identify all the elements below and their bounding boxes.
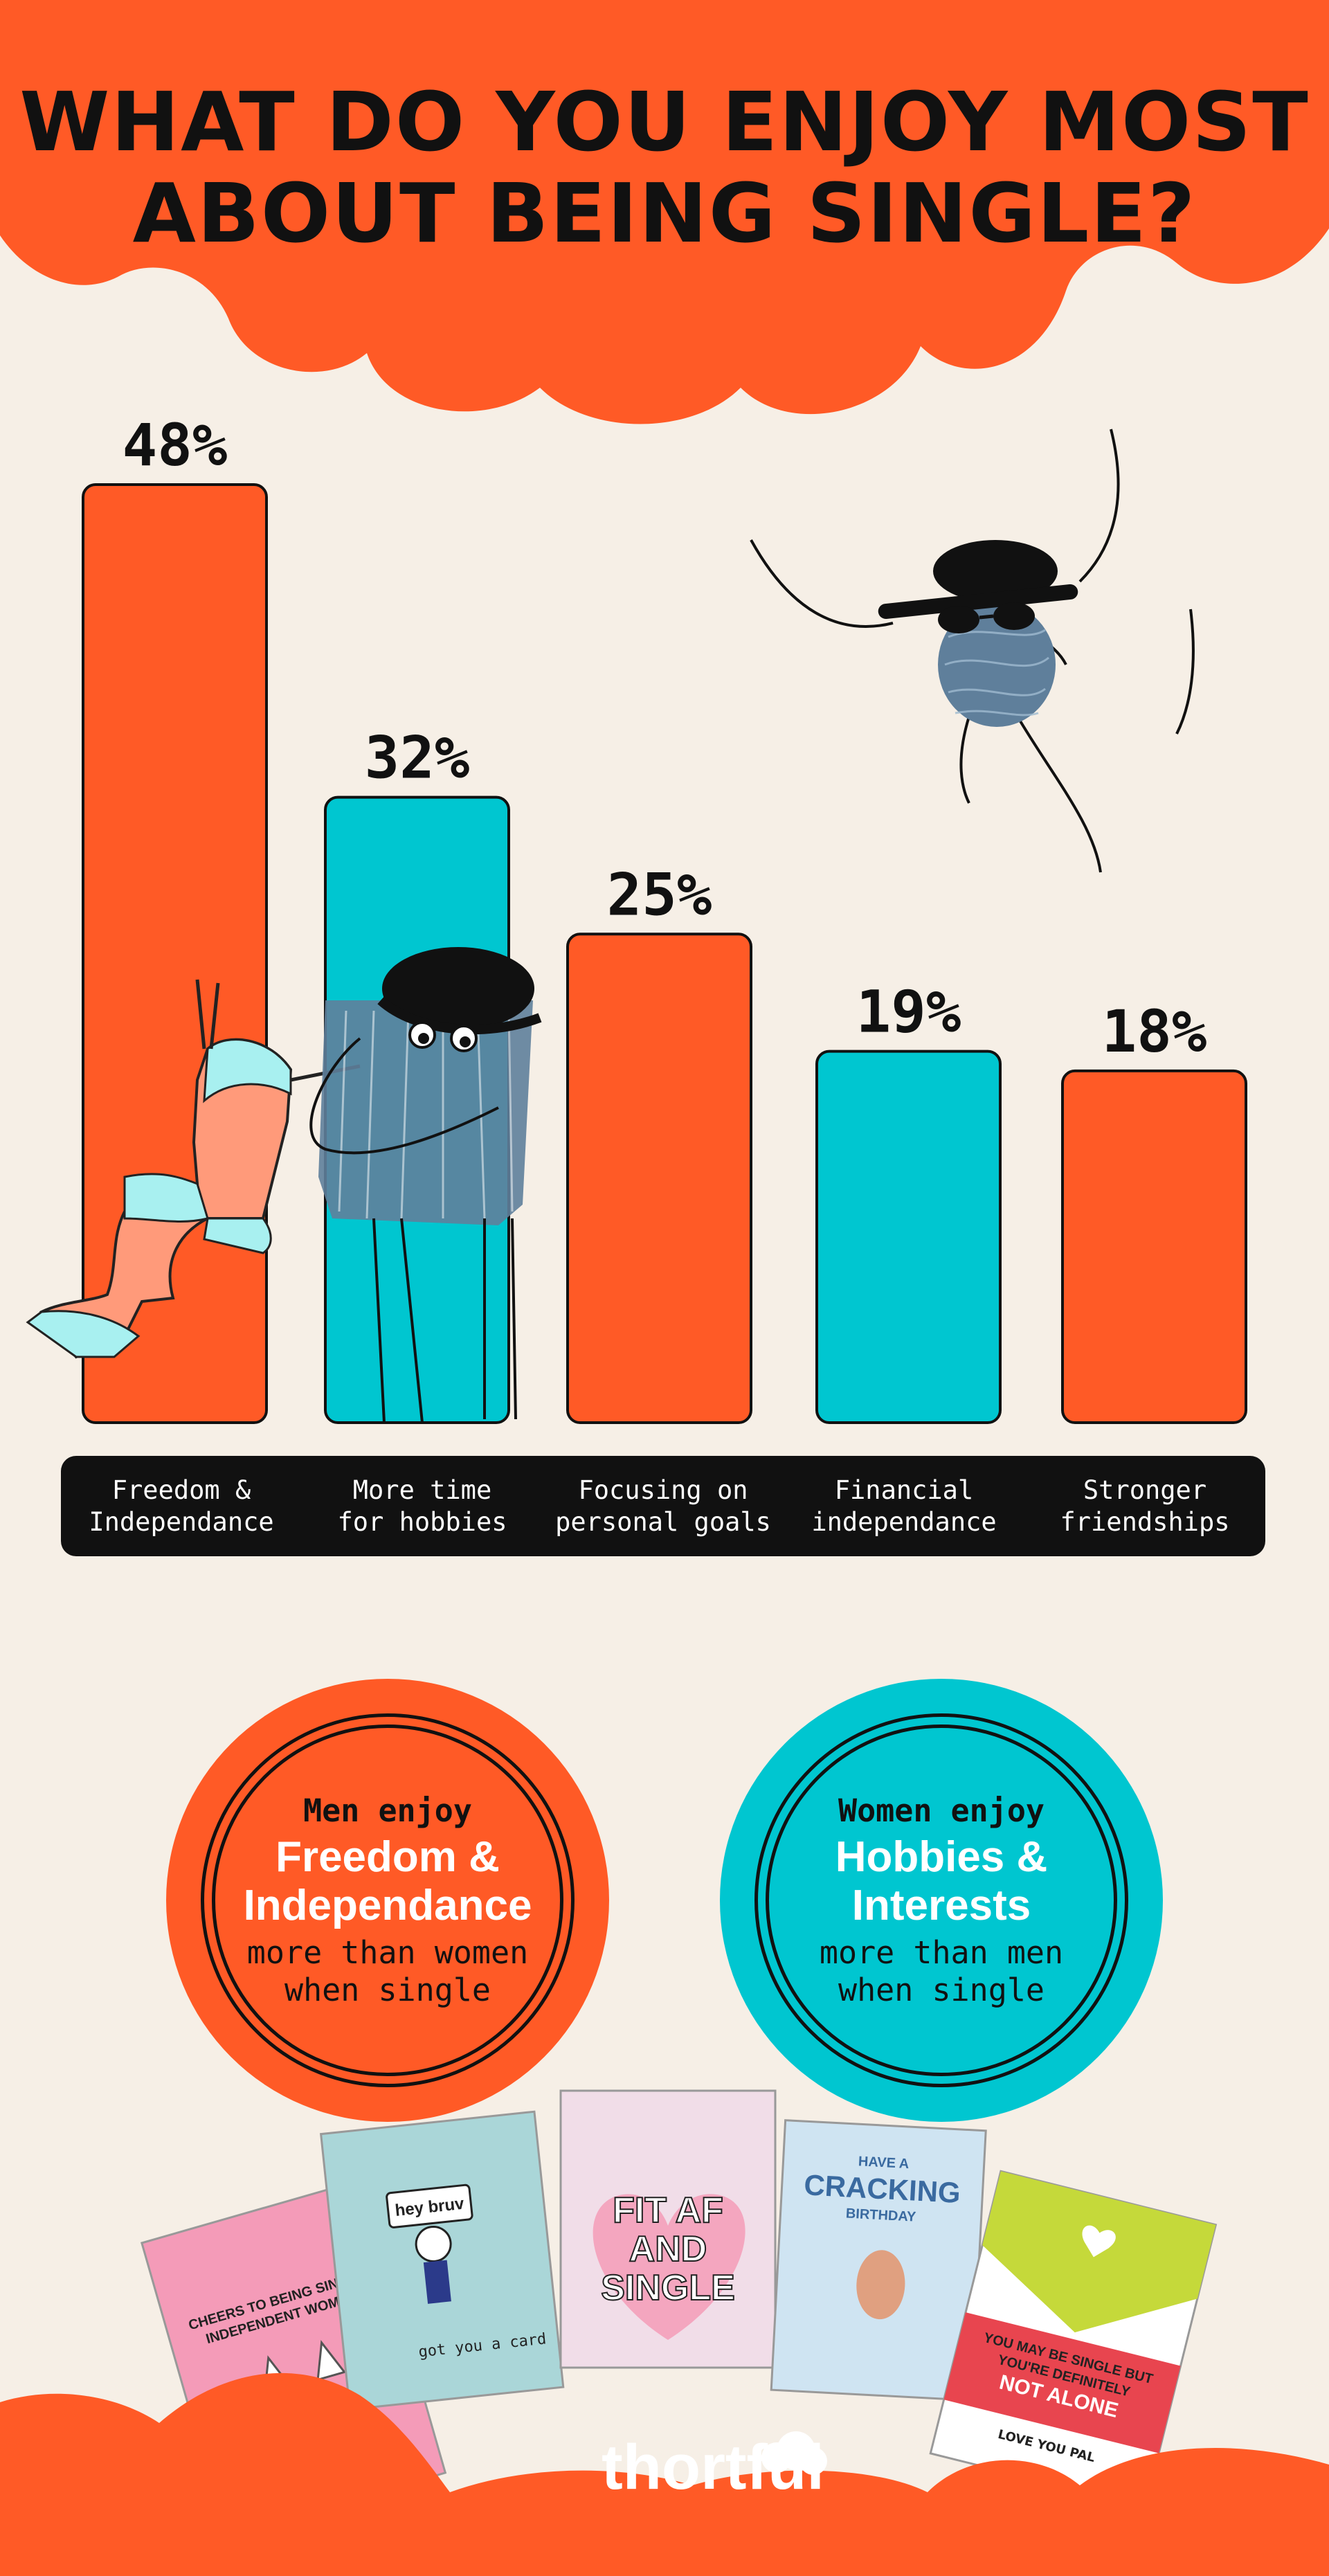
men-comparison-circle: Men enjoy Freedom & Independance more th… xyxy=(166,1679,609,2122)
comparison-highlight: Hobbies & Interests xyxy=(835,1832,1048,1929)
knitting-worm-illustration xyxy=(26,979,361,1359)
bar-value-label: 19% xyxy=(856,978,961,1046)
greeting-cards-footer: CHEERS TO BEING SINGLEINDEPENDENT WOMEN … xyxy=(0,2089,1329,2576)
bar xyxy=(815,1050,1002,1425)
category-label: Focusing on personal goals xyxy=(555,1475,771,1537)
category-label-strip: Freedom & Independance More time for hob… xyxy=(61,1456,1265,1556)
bar-value-label: 48% xyxy=(123,411,228,479)
women-comparison-circle: Women enjoy Hobbies & Interests more tha… xyxy=(720,1679,1163,2122)
category-label: Financial independance xyxy=(811,1475,997,1537)
greeting-card: FIT AF AND SINGLE xyxy=(559,2089,777,2369)
comparison-rest: more than men when single xyxy=(819,1934,1064,2008)
bar-value-label: 18% xyxy=(1102,998,1207,1065)
circle-outline xyxy=(754,1713,1128,2087)
brand-cloud-icon xyxy=(761,2431,827,2475)
page-title: WHAT DO YOU ENJOY MOST ABOUT BEING SINGL… xyxy=(19,74,1310,261)
comparison-highlight: Freedom & Independance xyxy=(243,1832,532,1929)
comparison-intro: Men enjoy xyxy=(303,1792,472,1829)
card-text: FIT AF AND SINGLE xyxy=(601,2190,735,2308)
dancing-hat-character-illustration xyxy=(750,429,1195,873)
greeting-card: HAVE ACRACKINGBIRTHDAY xyxy=(770,2119,987,2402)
bar xyxy=(1061,1069,1247,1424)
bar-value-label: 32% xyxy=(365,724,470,792)
footer-wave xyxy=(0,2372,1329,2576)
header-cloud-banner xyxy=(0,0,1329,424)
bar-value-label: 25% xyxy=(607,861,712,928)
bar xyxy=(566,933,752,1425)
category-label: Freedom & Independance xyxy=(89,1475,274,1537)
category-label: More time for hobbies xyxy=(337,1475,507,1537)
circle-outline xyxy=(212,1724,563,2076)
comparison-intro: Women enjoy xyxy=(838,1792,1045,1829)
circle-outline xyxy=(201,1713,575,2087)
greeting-card: hey bruv got you a card xyxy=(319,2110,565,2411)
greeting-card: YOU MAY BE SINGLE BUTYOU'RE DEFINITELYNO… xyxy=(929,2170,1218,2509)
comparison-rest: more than women when single xyxy=(246,1934,529,2008)
circle-outline xyxy=(766,1724,1117,2076)
hairy-hat-character-illustration xyxy=(309,947,542,1423)
category-label: Stronger friendships xyxy=(1060,1475,1230,1537)
bar-chart: 48% 32% 25% 19% 18% xyxy=(26,411,1247,1425)
